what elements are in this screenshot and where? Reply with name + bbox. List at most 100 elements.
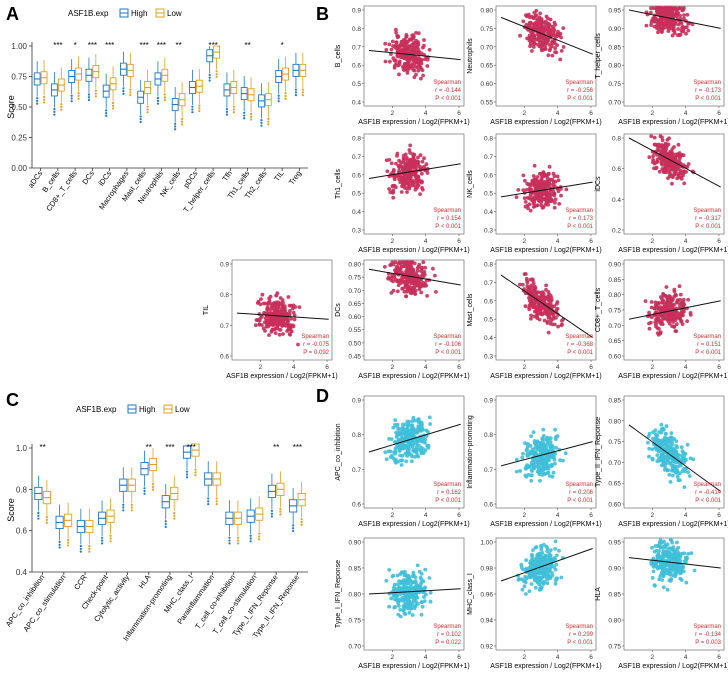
box-outlier: [111, 107, 115, 110]
scatter-point: [416, 161, 421, 166]
stat-p-value: P < 0.001: [435, 96, 461, 102]
scatter-point: [561, 26, 566, 30]
stat-p-value: P < 0.001: [435, 498, 461, 504]
y-tick-label: 0.9: [352, 398, 361, 405]
scatter-point: [411, 573, 416, 578]
box-outlier: [122, 92, 125, 95]
x-tick-label: 6: [589, 364, 593, 371]
box-outlier: [129, 88, 132, 91]
scatter-point: [531, 285, 535, 290]
y-tick-label: 0.6: [352, 172, 361, 179]
box-outlier: [258, 532, 261, 535]
box-outlier: [215, 497, 218, 500]
stat-legend-title: Spearman: [301, 334, 329, 340]
stat-r-value: r = -0.256: [567, 88, 594, 94]
panel-label-d: D: [316, 386, 329, 406]
scatter-point: [531, 35, 536, 39]
scatter-point: [433, 273, 437, 278]
scatter-grid-b: 0.4 0.5 0.6 0.7 0.8 0.9 2 4 6 B_cells ASF1B expres…: [203, 5, 728, 380]
legend-title: ASF1B.exp: [68, 9, 109, 18]
box-outlier: [292, 524, 295, 527]
scatter-point: [391, 573, 396, 578]
scatter-point: [388, 59, 392, 64]
scatter-point: [527, 589, 532, 594]
scatter-point: [681, 173, 685, 178]
stat-r-value: r = -0.414: [695, 490, 722, 496]
scatter-point: [661, 585, 666, 590]
scatter-point: [664, 285, 669, 289]
box-outlier: [185, 476, 189, 479]
scatter-point: [538, 38, 543, 43]
y-tick-label: 0.96: [480, 592, 493, 599]
y-axis-title: APC_co_inhibition: [335, 423, 342, 480]
scatter-point: [280, 306, 285, 311]
box-outlier: [164, 525, 167, 528]
scatter-point: [538, 478, 542, 483]
scatter-point: [667, 552, 671, 557]
scatter-point: [533, 185, 538, 189]
box-outlier: [79, 544, 82, 548]
box-outlier: [270, 509, 274, 513]
scatter-point: [530, 25, 535, 30]
scatter-point: [277, 332, 282, 337]
scatter-point: [530, 469, 534, 473]
box-outlier: [122, 506, 125, 509]
scatter-point: [546, 573, 551, 578]
scatter-point: [422, 595, 426, 599]
y-axis-title: Type_I_IFN_Reponse: [335, 560, 342, 628]
scatter-point: [536, 302, 541, 307]
scatter-point: [266, 302, 270, 306]
box-outlier: [36, 97, 39, 100]
box-outlier: [66, 538, 70, 541]
scatter-point: [662, 455, 667, 460]
scatter-point: [664, 20, 668, 25]
box-outlier: [111, 104, 115, 107]
scatter-point: [553, 200, 557, 205]
stat-r-value: r = -0.173: [695, 88, 722, 94]
scatter-point: [544, 544, 549, 549]
scatter-point: [676, 545, 681, 550]
box-outlier: [301, 88, 304, 91]
scatter-point: [404, 172, 409, 177]
box-outlier: [164, 522, 167, 526]
scatter-point: [646, 440, 650, 445]
x-tick-label: 6: [717, 654, 721, 661]
x-tick-label: DCs: [80, 169, 96, 186]
x-axis-title: ASF1B expression / Log2(FPKM+1): [618, 663, 728, 670]
scatter-point: [426, 445, 431, 450]
scatter-point: [407, 182, 411, 187]
scatter-point: [647, 155, 652, 160]
x-tick-label: Treg: [287, 169, 303, 187]
y-tick-label: 0.7: [484, 280, 493, 287]
x-tick-label: 4: [556, 364, 560, 371]
scatter-point: [527, 288, 532, 293]
scatter-point: [414, 279, 419, 284]
scatter-point: [673, 574, 677, 579]
scatter-point: [397, 261, 402, 266]
scatter-point: [391, 184, 395, 188]
box-outlier: [267, 120, 270, 123]
scatter-point: [670, 439, 674, 444]
y-tick-label: 0.85: [608, 277, 621, 284]
scatter-point: [686, 162, 691, 166]
scatter-point: [552, 304, 557, 309]
scatter-point: [559, 35, 563, 40]
box-outlier: [94, 89, 97, 92]
box-outlier: [42, 98, 46, 101]
scatter-point: [288, 326, 293, 330]
box-outlier: [232, 105, 235, 108]
scatter-point: [556, 324, 560, 329]
stat-r-value: r = 0.173: [569, 216, 594, 222]
x-axis-title: ASF1B expression / Log2(FPKM+1): [358, 373, 469, 380]
scatter-point: [520, 455, 525, 460]
stat-p-value: P < 0.001: [695, 96, 721, 102]
scatter-point: [413, 165, 418, 170]
scatter-point: [670, 473, 675, 478]
box-outlier: [70, 100, 73, 103]
box-outlier: [70, 97, 73, 100]
box-outlier: [94, 92, 97, 95]
stat-legend-title: Spearman: [565, 208, 593, 214]
box-outlier: [208, 73, 211, 77]
scatter-point: [668, 480, 673, 484]
scatter-point: [399, 190, 404, 194]
